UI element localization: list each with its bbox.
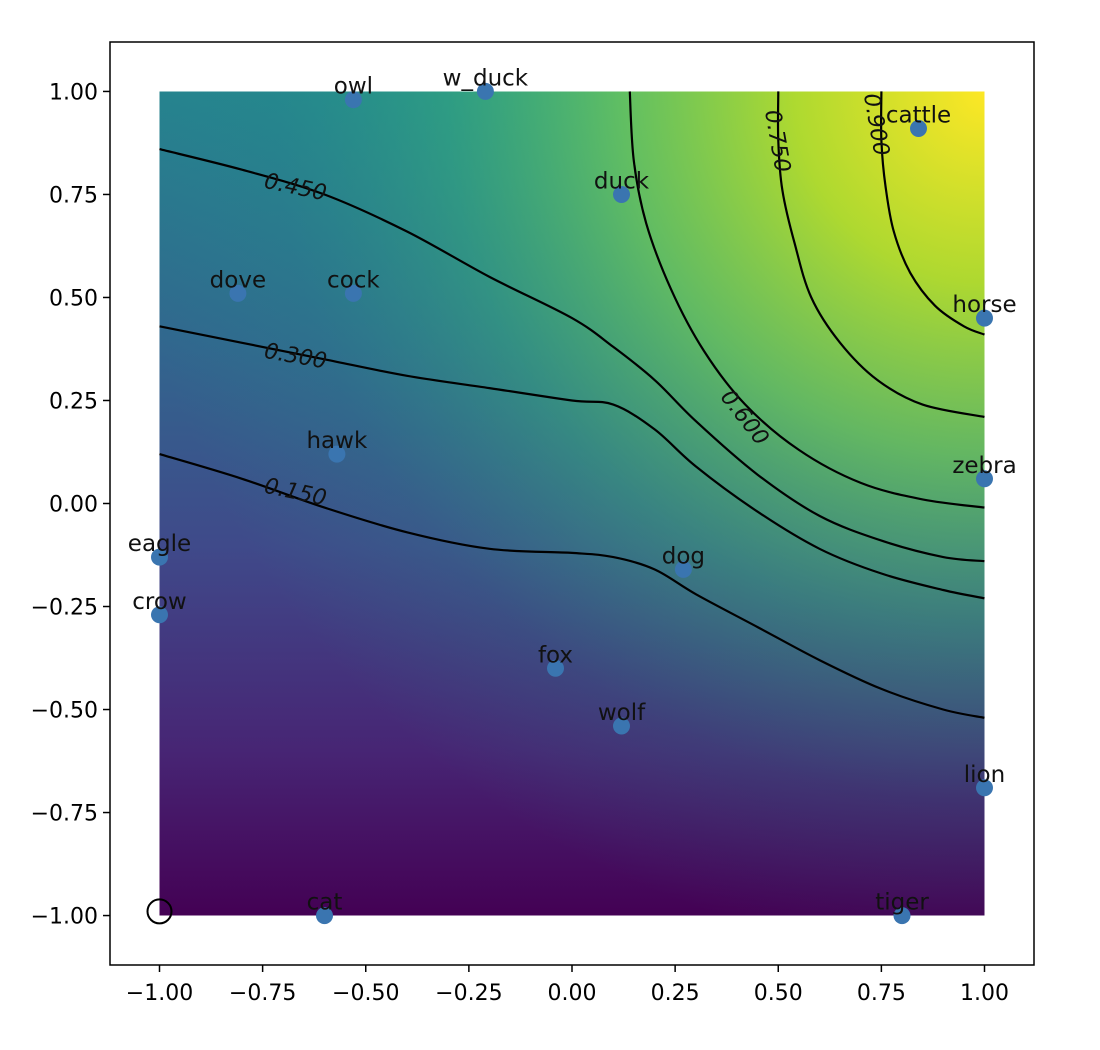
x-tick-label: 0.50: [754, 981, 803, 1006]
point-cat: [316, 907, 333, 925]
contour-line-0-3: [159, 325, 985, 600]
point-dove: [229, 284, 247, 302]
point-label-cock: cock: [327, 267, 380, 293]
point-dog: [674, 560, 692, 578]
x-tick-label: 0.75: [857, 981, 906, 1006]
contour-line-0-45: [159, 148, 985, 563]
point-cock: [344, 284, 362, 302]
contour-lines: [159, 91, 985, 719]
point-label-dove: dove: [210, 267, 266, 293]
point-tiger: [893, 907, 911, 925]
point-label-lion: lion: [964, 762, 1005, 788]
x-tick-label: −0.75: [229, 981, 296, 1006]
point-label-fox: fox: [538, 642, 573, 668]
point-crow: [151, 606, 168, 624]
point-label-duck: duck: [594, 169, 650, 195]
point-label-zebra: zebra: [952, 453, 1016, 479]
y-tick-label: −0.50: [31, 699, 98, 724]
point-label-eagle: eagle: [128, 531, 191, 557]
point-label-tiger: tiger: [875, 890, 929, 916]
x-tick-label: −1.00: [126, 981, 193, 1006]
y-tick-label: 0.50: [49, 286, 98, 311]
y-tick-label: 1.00: [49, 80, 98, 105]
point-horse: [976, 309, 993, 327]
point-hawk: [328, 445, 346, 463]
point-lion: [976, 779, 993, 797]
highlight-marker: [146, 898, 173, 925]
x-axis: −1.00 −0.75 −0.50 −0.25 0.00 0.25 0.50 0.75 1.00: [126, 965, 1009, 1006]
contour-line-0-75: [776, 91, 985, 419]
point-label-horse: horse: [952, 292, 1016, 318]
point-wolf: [613, 717, 630, 735]
x-tick-label: 0.00: [548, 981, 597, 1006]
point-eagle: [151, 548, 168, 566]
y-axis: −1.00 −0.75 −0.50 −0.25 0.00 0.25 0.50 0.75 1.00: [31, 80, 110, 930]
contour-field: [159, 91, 985, 916]
contour-line-0-6: [628, 91, 985, 509]
point-w-duck: [476, 82, 494, 100]
y-tick-label: −0.75: [31, 802, 98, 827]
point-label-cat: cat: [307, 890, 343, 916]
y-tick-label: −0.25: [31, 596, 98, 621]
point-duck: [613, 186, 630, 203]
point-label-crow: crow: [132, 589, 186, 615]
x-tick-label: −0.25: [435, 981, 502, 1006]
x-tick-label: 0.25: [651, 981, 700, 1006]
point-zebra: [976, 470, 993, 488]
y-tick-label: 0.75: [49, 183, 98, 208]
point-label-wolf: wolf: [598, 700, 646, 726]
field-highlight: [159, 91, 985, 916]
point-cattle: [910, 120, 927, 137]
point-owl: [344, 91, 362, 109]
point-label-w-duck: w_duck: [443, 65, 529, 91]
point-label-dog: dog: [662, 543, 705, 569]
point-label-owl: owl: [334, 74, 373, 100]
point-label-cattle: cattle: [886, 103, 951, 129]
x-tick-label: −0.50: [332, 981, 399, 1006]
point-label-hawk: hawk: [306, 428, 367, 454]
scatter-points: [146, 82, 993, 925]
point-fox: [547, 659, 564, 677]
y-tick-label: −1.00: [31, 905, 98, 930]
x-tick-label: 1.00: [960, 981, 1009, 1006]
contour-line-0-9: [879, 91, 985, 336]
y-tick-label: 0.25: [49, 389, 98, 414]
contour-line-0-15: [159, 453, 985, 719]
y-tick-label: 0.00: [49, 493, 98, 518]
